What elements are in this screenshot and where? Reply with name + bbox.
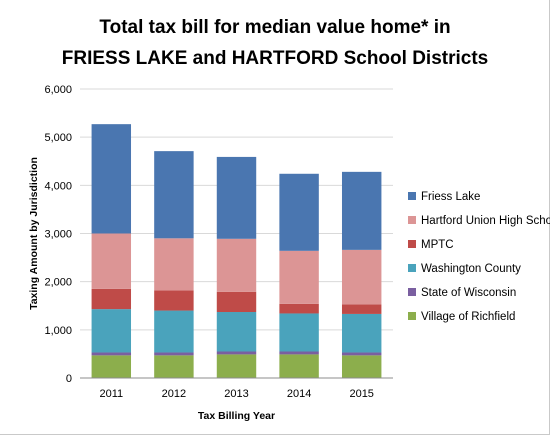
bar-segment <box>216 312 257 352</box>
bar-segment <box>91 124 132 234</box>
bar-segment <box>154 290 194 311</box>
legend-label: Washington County <box>421 263 521 275</box>
bar-segment <box>279 313 319 352</box>
bar-segment <box>216 291 257 313</box>
bar-segment <box>341 355 382 378</box>
legend-swatch <box>408 312 416 320</box>
y-tick-label: 6,000 <box>44 84 72 96</box>
bar-segment <box>91 288 132 310</box>
bar-segment <box>341 171 382 250</box>
y-axis-ticks: 0 1,000 2,000 3,000 4,000 5,000 6,000 <box>44 84 72 385</box>
legend-swatch <box>408 216 416 224</box>
legend-label: Village of Richfield <box>421 311 515 323</box>
x-tick-label: 2015 <box>349 388 373 400</box>
y-tick-label: 3,000 <box>44 229 72 241</box>
legend-label: MPTC <box>421 239 454 251</box>
y-tick-label: 0 <box>66 373 72 385</box>
legend: Friess Lake Hartford Union High School MPT… <box>408 191 550 323</box>
bar-segment <box>279 303 319 314</box>
legend-label: Friess Lake <box>421 191 480 203</box>
legend-swatch <box>408 192 416 200</box>
legend-swatch <box>408 264 416 272</box>
bar-segment <box>216 156 257 239</box>
legend-swatch <box>408 240 416 248</box>
bar-segment <box>91 233 132 289</box>
y-tick-label: 4,000 <box>44 180 72 192</box>
bar-segment <box>154 355 194 378</box>
bar-segment <box>91 355 132 378</box>
bar-segment <box>216 354 257 378</box>
x-axis-ticks: 2011 2012 2013 2014 2015 <box>99 388 373 400</box>
bar-segment <box>341 313 382 353</box>
legend-label: Hartford Union High School <box>421 215 550 227</box>
x-axis-title: Tax Billing Year <box>198 410 275 422</box>
bar-segment <box>216 238 257 292</box>
bar-segment <box>341 352 382 356</box>
x-tick-label: 2014 <box>287 388 311 400</box>
y-tick-label: 2,000 <box>44 277 72 289</box>
chart-title-line-1: Total tax bill for median value home* in <box>99 17 451 38</box>
x-tick-label: 2012 <box>162 388 186 400</box>
bar-segment <box>154 352 194 356</box>
bar-segment <box>154 151 194 239</box>
bar-segment <box>91 352 132 356</box>
bar-segment <box>279 354 319 378</box>
legend-label: State of Wisconsin <box>421 287 516 299</box>
y-tick-label: 1,000 <box>44 325 72 337</box>
bar-segment <box>279 351 319 355</box>
chart-title-line-2: FRIESS LAKE and HARTFORD School District… <box>61 48 489 69</box>
bar-segment <box>154 310 194 353</box>
bar-segment <box>216 351 257 355</box>
legend-swatch <box>408 288 416 296</box>
y-axis-title: Taxing Amount by Jurisdiction <box>28 157 40 310</box>
bar-segment <box>154 238 194 291</box>
bar-segment <box>341 304 382 314</box>
bar-segment <box>341 249 382 305</box>
y-tick-label: 5,000 <box>44 132 72 144</box>
bar-segment <box>91 309 132 353</box>
bar-segment <box>279 250 319 304</box>
bar-segment <box>279 173 319 251</box>
bars <box>91 124 382 378</box>
x-tick-label: 2013 <box>224 388 248 400</box>
x-tick-label: 2011 <box>99 388 123 400</box>
